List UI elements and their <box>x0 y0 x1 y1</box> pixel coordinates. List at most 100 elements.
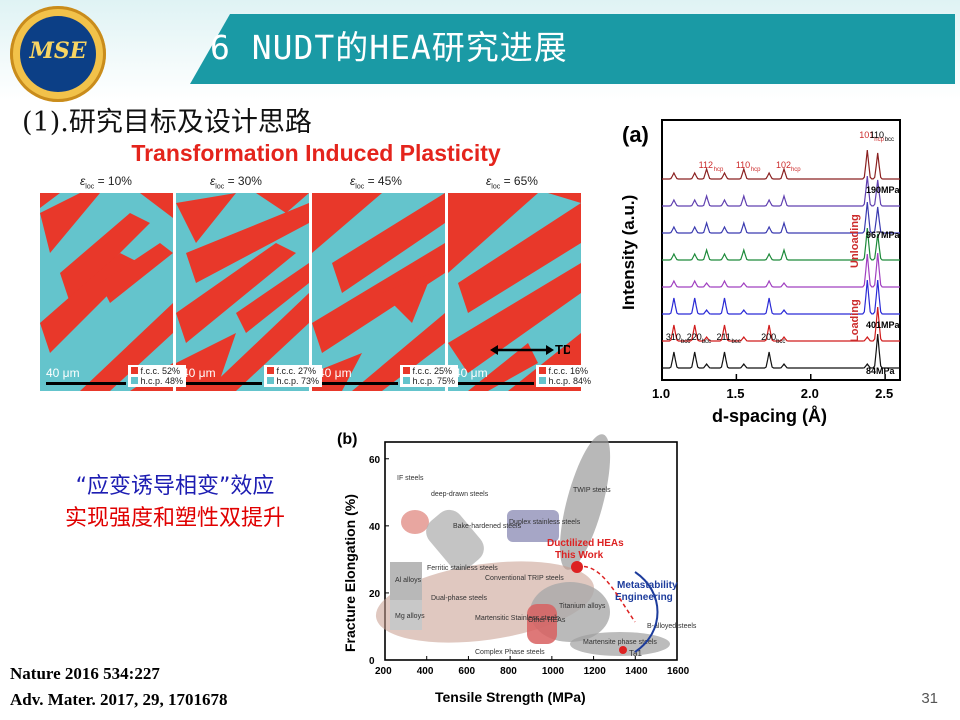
peak-sub-7: bcc <box>731 339 740 345</box>
b-y-tick-label-3: 60 <box>369 455 381 466</box>
ebsd-map-1 <box>40 193 173 391</box>
peak-label-0: 101 <box>859 130 874 140</box>
engineering-label: Engineering <box>615 592 673 603</box>
region-al <box>390 562 422 602</box>
b-y-tick-label-0: 0 <box>369 656 375 667</box>
strain-label-2: εloc = 30% <box>210 174 262 191</box>
peak-sub-4: hcp <box>791 167 801 173</box>
svg-text:deep-drawn steels: deep-drawn steels <box>431 491 489 498</box>
scale-bar-2: 40 μm <box>182 366 216 380</box>
scale-line-2 <box>182 382 262 385</box>
xrd-chart: (a) Intensity (a.u.) d-spacing (Å) 1.0 1.… <box>619 119 901 426</box>
b-x-tick-label-2: 600 <box>458 666 475 677</box>
chart-b-regions <box>375 434 670 656</box>
b-x-tick-label-3: 800 <box>500 666 517 677</box>
svg-text:Other HEAs: Other HEAs <box>528 617 566 624</box>
b-x-tick-label-5: 1200 <box>584 666 607 677</box>
peak-sub-5: bcc <box>681 339 690 345</box>
xrd-series-2 <box>662 279 900 315</box>
peak-label-2: 112 <box>699 160 713 170</box>
chart-a-panel-label: (a) <box>622 122 649 147</box>
effect-line-2: 实现强度和塑性双提升 <box>64 506 285 531</box>
region-twip <box>559 434 611 570</box>
xrd-series-1 <box>662 306 900 342</box>
stress-label-190: 190MPa <box>866 185 901 195</box>
this-work-label: This Work <box>555 550 604 561</box>
ebsd-map-3 <box>312 193 445 391</box>
svg-text:B-alloyed steels: B-alloyed steels <box>647 623 697 630</box>
unloading-label: Unloading <box>849 214 861 268</box>
chart-a-ylabel: Intensity (a.u.) <box>619 195 638 310</box>
chart-b-frame <box>384 441 678 661</box>
peak-label-6: 220 <box>687 332 702 342</box>
phase-legend-1: f.c.c. 52% h.c.p. 48% <box>128 365 187 387</box>
svg-text:Conventional TRIP steels: Conventional TRIP steels <box>485 575 564 582</box>
chart-a-ticks: 1.0 1.5 2.0 2.5 <box>652 374 893 401</box>
logo-inner <box>20 16 96 92</box>
chart-b-region-labels: IF steels deep-drawn steels Bake-hardene… <box>395 475 697 656</box>
b-x-tick-label-7: 1600 <box>667 666 690 677</box>
b-y-tick-label-1: 20 <box>369 589 381 600</box>
reference-2: Adv. Mater. 2017, 29, 1701678 <box>10 690 228 709</box>
scale-line-4 <box>454 382 534 385</box>
ebsd-map-4 <box>448 193 581 391</box>
stress-label-84: 84MPa <box>866 366 896 376</box>
x-tick-label-2: 2.0 <box>801 386 819 401</box>
chart-b-ticks: 200 400 600 800 1000 1200 1400 1600 0 20 40 60 <box>369 455 690 677</box>
x-tick-label-3: 2.5 <box>875 386 893 401</box>
b-x-tick-label-0: 200 <box>375 666 392 677</box>
chart-b-xlabel: Tensile Strength (MPa) <box>435 689 586 705</box>
peak-sub-1: bcc <box>885 137 894 143</box>
xrd-series-4 <box>662 227 900 261</box>
b-y-tick-label-2: 40 <box>369 522 381 533</box>
svg-text:Complex Phase steels: Complex Phase steels <box>475 649 545 656</box>
svg-text:Titanium alloys: Titanium alloys <box>559 603 606 610</box>
this-work-arrow <box>576 565 636 623</box>
phase-legend-4: f.c.c. 16% h.c.p. 84% <box>536 365 595 387</box>
scale-line-1 <box>46 382 126 385</box>
svg-text:Dual-phase steels: Dual-phase steels <box>431 595 488 602</box>
peak-sub-0: hcp <box>874 137 884 143</box>
page-number: 31 <box>921 690 938 707</box>
b-x-tick-label-4: 1000 <box>542 666 565 677</box>
ebsd-map-2 <box>176 193 309 391</box>
region-if <box>401 510 429 534</box>
b-x-tick-label-1: 400 <box>417 666 434 677</box>
chart-a-frame <box>661 119 901 381</box>
peak-sub-6: bcc <box>702 339 711 345</box>
x-tick-label-1: 1.5 <box>726 386 744 401</box>
point-ta1 <box>619 646 627 654</box>
td-arrow: TD <box>490 342 570 357</box>
phase-legend-2: f.c.c. 27% h.c.p. 73% <box>264 365 323 387</box>
svg-text:Mg alloys: Mg alloys <box>395 613 425 620</box>
peak-sub-3: hcp <box>751 167 761 173</box>
ashby-chart: (b) Fracture Elongation (%) Tensile Stre… <box>337 431 697 705</box>
xrd-series-7 <box>662 149 900 180</box>
peak-sub-2: hcp <box>714 167 724 173</box>
scale-line-3 <box>318 382 398 385</box>
slide-title: 6 NUDT的HEA研究进展 <box>210 28 568 67</box>
svg-text:IF steels: IF steels <box>397 475 424 482</box>
peak-sub-8: bcc <box>776 339 785 345</box>
region-duplex <box>507 510 559 542</box>
phase-legend-3: f.c.c. 25% h.c.p. 75% <box>400 365 459 387</box>
strain-label-4: εloc = 65% <box>486 174 538 191</box>
xrd-series-3 <box>662 252 900 288</box>
metastability-arrow <box>634 571 659 653</box>
strain-label-3: εloc = 45% <box>350 174 402 191</box>
svg-text:Al alloys: Al alloys <box>395 577 422 584</box>
svg-text:Ferritic stainless steels: Ferritic stainless steels <box>427 565 498 572</box>
peak-label-7: 211 <box>716 332 730 342</box>
svg-text:Martensitic Stainless steels: Martensitic Stainless steels <box>475 615 560 622</box>
chart-a-series <box>662 149 900 369</box>
stress-label-401: 401MPa <box>866 320 901 330</box>
ta1-label: Ta1 <box>629 649 642 658</box>
svg-text:Martensite phase steels: Martensite phase steels <box>583 639 657 646</box>
x-tick-label-0: 1.0 <box>652 386 670 401</box>
peak-label-8: 200 <box>761 332 776 342</box>
trip-title: Transformation Induced Plasticity <box>131 140 501 166</box>
peak-label-5: 310 <box>666 332 681 342</box>
metastability-label: Metastability <box>617 580 678 591</box>
chart-a-xlabel: d-spacing (Å) <box>712 406 827 426</box>
